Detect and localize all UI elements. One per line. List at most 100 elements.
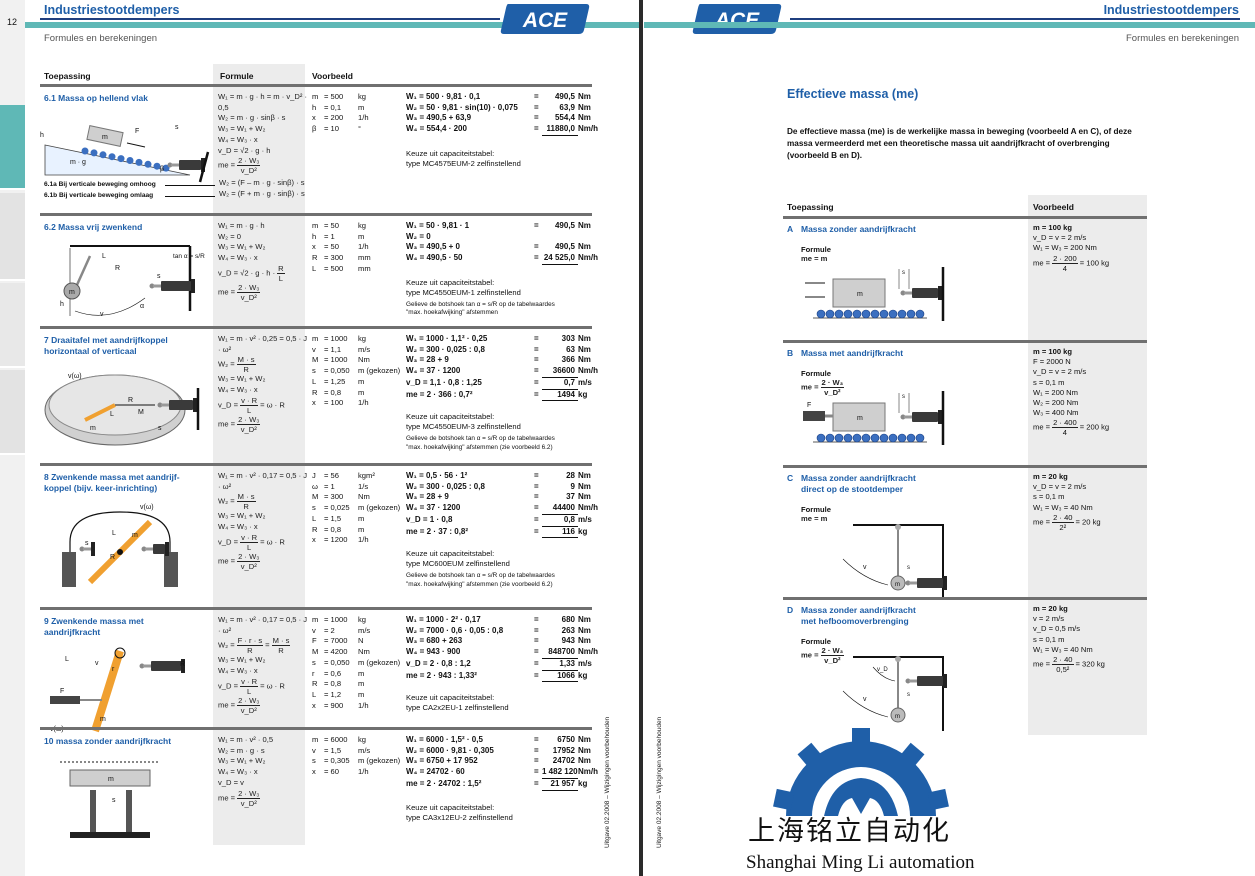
choice-line: type MC600EUM zelfinstellend <box>406 559 510 569</box>
shock-absorber-rod <box>145 547 153 551</box>
incline-plane <box>44 144 191 176</box>
formula-label: Formule <box>801 245 831 254</box>
diagram-label: tan α = s/R <box>173 253 205 260</box>
formula-text: W₂ = m · g · sinβ · s <box>218 113 286 123</box>
diagram-label: v <box>100 311 104 318</box>
fraction-denominator: v_D² <box>824 388 841 397</box>
formula-text: W₁ = m · v² · 0,17 = 0,5 · J · ω² <box>218 471 308 491</box>
diagram-label: s <box>112 797 116 804</box>
table-row: B Massa met aandrijfkracht Formule me = 2 · … <box>783 340 1147 465</box>
diagram-label: M <box>138 409 144 416</box>
formula-text: W₂ = m · g · s <box>218 745 265 755</box>
example-expression: W₄ = 24702 · 60 <box>406 767 465 777</box>
mass-arm <box>84 403 116 422</box>
example-result: 24702 <box>552 756 575 766</box>
shock-absorber-rod <box>83 547 91 551</box>
example-unit: m/s <box>578 514 592 524</box>
example-equals: = <box>534 389 539 399</box>
formula-text: s = 0,1 m <box>1033 634 1065 644</box>
formula-line: W₃ = W₁ + W₂ <box>218 242 310 253</box>
fraction-denominator: L <box>246 542 252 552</box>
example-line: W₂ = 200 Nm <box>1033 398 1109 408</box>
param-name: R <box>312 387 318 397</box>
param-name: x <box>312 242 316 252</box>
formula-text: W₂ = <box>218 640 235 650</box>
sidebar-tab[interactable] <box>0 370 25 455</box>
param-unit: kgm² <box>358 471 375 480</box>
row-title-line: aandrijfkracht <box>44 627 101 637</box>
formula-line: v_D = v · R L = ω · R <box>218 533 310 552</box>
fraction-numerator: F · r · s <box>236 636 264 647</box>
formula-text: me = <box>1033 422 1051 432</box>
example-expression: v_D = 2 · 0,8 : 1,2 <box>406 658 471 668</box>
fraction-denominator: R <box>278 646 284 656</box>
drive-cylinder <box>50 696 80 704</box>
parameter-list: m = 500 kg h = 0,1 m x = 200 1/h β = 10 ° <box>312 92 369 135</box>
row-title-line: direct op de stootdemper <box>801 484 904 494</box>
param-value: = 50 <box>324 221 339 230</box>
param-unit: kg <box>358 334 367 343</box>
example-equals: = <box>534 647 539 657</box>
fraction: 2 · 40 2² <box>1052 513 1074 532</box>
param-name: v <box>312 745 316 755</box>
param-value: = 50 <box>324 242 339 252</box>
subcase-formula: W₂ = (F + m · g · sinβ) · s <box>219 189 305 198</box>
fraction-denominator: L <box>278 273 283 283</box>
frame <box>853 524 944 599</box>
param-unit: 1/h <box>358 767 369 777</box>
shock-absorber-rod <box>161 403 169 407</box>
diagram-label: L <box>110 411 114 418</box>
sidebar-tab[interactable] <box>0 193 25 281</box>
formula-line: W₄ = W₃ · x <box>218 767 310 778</box>
roller-ball <box>135 158 143 166</box>
lever-arm <box>91 649 124 733</box>
diagram-label: s <box>902 270 905 276</box>
roller-ball <box>99 151 107 159</box>
example-result <box>542 232 578 243</box>
capacity-choice: Keuze uit capaciteitstabel: type MC600EUM… <box>406 549 555 589</box>
svg-text:ACE: ACE <box>522 9 568 32</box>
formula-text: v_D = √2 · g · h · <box>218 268 276 278</box>
row-divider <box>40 607 592 610</box>
row-divider <box>40 84 592 87</box>
roller-ball <box>162 164 170 172</box>
pendulum-mass <box>890 707 906 723</box>
formula-text: W₁ = m · g · h <box>218 221 265 230</box>
row-letter: B <box>787 348 794 358</box>
formula-block: W₁ = m · v² · 0,5 W₂ = m · g · s W₃ = W₁ +… <box>218 735 310 808</box>
roller-ball <box>861 309 871 319</box>
fraction-numerator: 2 · W₃ <box>237 788 261 799</box>
param-value: = 1 <box>324 481 335 491</box>
sidebar-tab-active[interactable] <box>0 105 25 190</box>
param-name: s <box>312 503 316 513</box>
diagram-label: m <box>895 582 900 588</box>
example-expression: W₂ = 6000 · 9,81 · 0,305 <box>406 745 494 755</box>
example-expression: W₁ = 6000 · 1,5² · 0,5 <box>406 735 483 744</box>
diagram-label: h <box>40 132 44 139</box>
param-unit: N <box>358 636 364 646</box>
diagram-label: m <box>69 289 75 296</box>
example-equals: = <box>534 492 539 502</box>
param-unit: m (gekozen) <box>358 366 401 376</box>
row-divider <box>783 597 1147 600</box>
pivot <box>895 656 901 662</box>
diagram-roller_f: m Fs <box>803 391 945 445</box>
diagram-label: m <box>857 415 863 422</box>
drive-cylinder <box>803 411 825 421</box>
sidebar-tab[interactable] <box>0 283 25 368</box>
example-result: 63 <box>566 344 575 354</box>
diagram-label: F <box>807 402 811 409</box>
header-title: Industriestootdempers <box>1103 3 1239 17</box>
param-unit: Nm <box>358 492 370 502</box>
fraction-denominator: v_D² <box>240 292 257 302</box>
formula-label: Formule <box>801 505 831 514</box>
mass-block <box>832 278 886 308</box>
shock-absorber <box>126 790 132 835</box>
formula-line: v_D = v <box>218 778 310 789</box>
example-line: me = 2 · 200 4 = 100 kg <box>1033 254 1109 273</box>
shock-absorber-rod <box>909 679 917 683</box>
param-name: x <box>312 700 316 710</box>
